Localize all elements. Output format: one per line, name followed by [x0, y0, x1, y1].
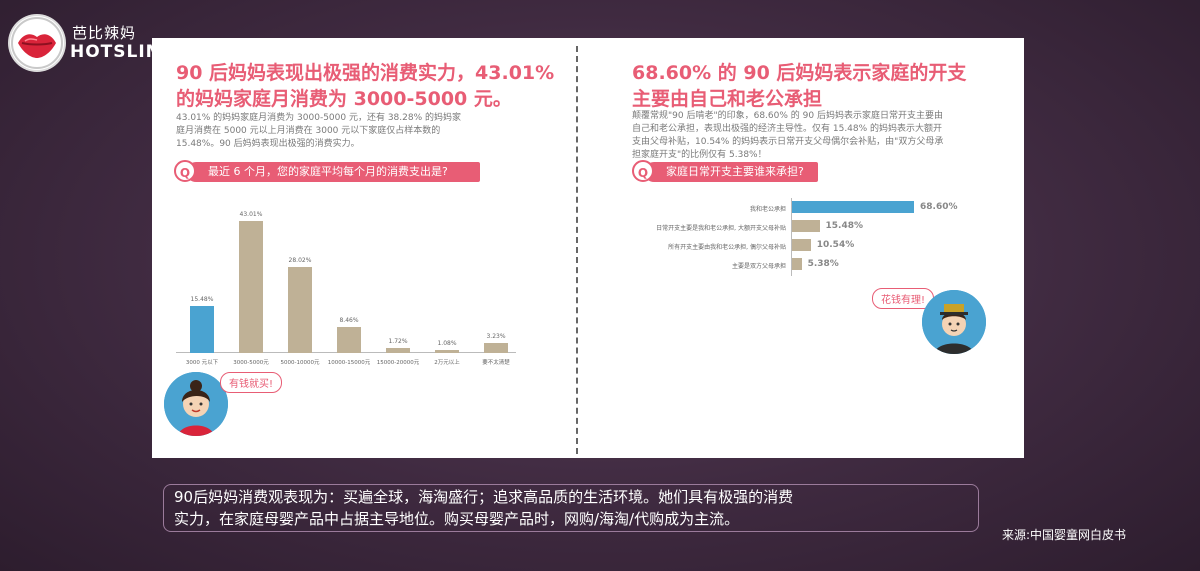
left-question-text: 最近 6 个月，您的家庭平均每个月的消费支出是? [208, 165, 448, 178]
hbar-value-label: 5.38% [807, 259, 839, 269]
left-title: 90 后妈妈表现出极强的消费实力，43.01% 的妈妈家庭月消费为 3000-5… [176, 60, 566, 112]
vbar-value-label: 28.02% [288, 257, 312, 265]
vbar-category-label: 3000-5000元 [233, 360, 269, 366]
right-speech-bubble: 花钱有理! [872, 288, 935, 309]
right-title-line2: 主要由自己和老公承担 [632, 88, 823, 110]
hbar-value-label: 10.54% [816, 240, 855, 250]
left-title-line2: 的妈妈家庭月消费为 3000-5000 元。 [176, 88, 512, 110]
vbar-0 [190, 305, 214, 353]
hotslim-logo: 芭比辣妈 HOTSLIM [10, 16, 163, 72]
vbar-1 [239, 221, 263, 353]
right-question-banner: 家庭日常开支主要谁来承担? [644, 162, 818, 182]
caption-line1: 90后妈妈消费观表现为：买遍全球，海淘盛行；追求高品质的生活环境。她们具有极强的… [174, 488, 794, 506]
question-q-icon: Q [174, 160, 196, 182]
caption-line2: 实力，在家庭母婴产品中占据主导地位。购买母婴产品时，网购/海淘/代购成为主流。 [174, 510, 740, 528]
vbar-value-label: 1.72% [388, 337, 408, 345]
vbar-category-label: 15000-20000元 [376, 360, 420, 366]
dashed-divider [576, 46, 578, 454]
left-speech-bubble: 有钱就买! [220, 372, 283, 393]
left-question-banner: 最近 6 个月，您的家庭平均每个月的消费支出是? [186, 162, 480, 182]
vbar-category-label: 5000-10000元 [280, 360, 320, 366]
logo-cn-text: 芭比辣妈 [72, 24, 137, 42]
mom-avatar-icon [164, 372, 228, 436]
right-title-line1: 68.60% 的 90 后妈妈表示家庭的开支 [632, 62, 967, 84]
right-title: 68.60% 的 90 后妈妈表示家庭的开支 主要由自己和老公承担 [632, 60, 1012, 112]
vbar-5 [435, 349, 459, 353]
hbar-category-label: 主要是双方父母承担 [731, 263, 786, 270]
infographic-panel: 90 后妈妈表现出极强的消费实力，43.01% 的妈妈家庭月消费为 3000-5… [152, 38, 1024, 458]
expense-bearer-bar-chart: 我和老公承担 68.60% 日常开支主要是我和老公承担, 大额开支父母补贴 15.48… [152, 38, 1024, 458]
left-para-line2: 庭月消费在 5000 元以上月消费在 3000 元以下家庭仅占样本数的 [176, 126, 441, 136]
vbar-value-label: 8.46% [339, 317, 359, 325]
hbar-2 [792, 239, 811, 251]
monthly-spending-bar-chart: 15.48% 3000 元以下 43.01% 3000-5000元 28.02% 5000… [176, 193, 516, 366]
left-paragraph: 43.01% 的妈妈家庭月消费为 3000-5000 元，还有 38.28% 的… [176, 112, 556, 151]
vbar-category-label: 2万元以上 [434, 360, 460, 366]
left-para-line3: 15.48%。90 后妈妈表现出极强的消费实力。 [176, 139, 360, 149]
left-title-line1: 90 后妈妈表现出极强的消费实力，43.01% [176, 62, 555, 84]
vbar-value-label: 3.23% [486, 333, 506, 341]
vbar-value-label: 43.01% [239, 211, 263, 219]
source-text: 来源:中国婴童网白皮书 [1002, 528, 1127, 542]
vbar-4 [386, 347, 410, 353]
right-question-text: 家庭日常开支主要谁来承担? [666, 165, 804, 178]
vbar-6 [484, 343, 508, 353]
hbar-category-label: 日常开支主要是我和老公承担, 大额开支父母补贴 [656, 225, 786, 232]
vbar-3 [337, 327, 361, 353]
lips-logo-icon [10, 16, 64, 70]
logo-en-text: HOTSLIM [70, 42, 164, 62]
hbar-category-label: 所有开支主要由我和老公承担, 偶尔父母补贴 [668, 244, 786, 251]
summary-caption: 90后妈妈消费观表现为：买遍全球，海淘盛行；追求高品质的生活环境。她们具有极强的… [163, 484, 979, 532]
right-paragraph: 颠覆常规"90 后啃老"的印象，68.60% 的 90 后妈妈表示家庭日常开支主… [632, 110, 1012, 162]
right-para-line2: 自己和老公承担，表现出极强的经济主导性。仅有 15.48% 的妈妈表示大额开 [632, 124, 943, 134]
vbar-2 [288, 267, 312, 353]
vbar-category-label: 10000-15000元 [327, 360, 371, 366]
right-para-line1: 颠覆常规"90 后啃老"的印象，68.60% 的 90 后妈妈表示家庭日常开支主… [632, 111, 943, 121]
y-axis-line [791, 198, 792, 276]
left-para-line1: 43.01% 的妈妈家庭月消费为 3000-5000 元，还有 38.28% 的… [176, 113, 461, 123]
hbar-3 [792, 258, 802, 270]
right-para-line4: 担家庭开支"的比例仅有 5.38%！ [632, 150, 767, 160]
hbar-value-label: 15.48% [825, 221, 864, 231]
vbar-value-label: 1.08% [437, 339, 457, 347]
vbar-category-label: 3000 元以下 [185, 360, 219, 366]
question-q-icon: Q [632, 160, 654, 182]
hbar-category-label: 我和老公承担 [749, 206, 786, 213]
dad-avatar-icon [922, 290, 986, 354]
hbar-value-label: 68.60% [920, 202, 958, 212]
hbar-0 [792, 201, 914, 213]
vbar-value-label: 15.48% [190, 295, 214, 303]
right-para-line3: 支由父母补贴，10.54% 的妈妈表示日常开支父母偶尔会补贴，由"双方父母承 [632, 137, 944, 147]
vbar-category-label: 要不太清楚 [482, 360, 510, 366]
hbar-1 [792, 220, 820, 232]
